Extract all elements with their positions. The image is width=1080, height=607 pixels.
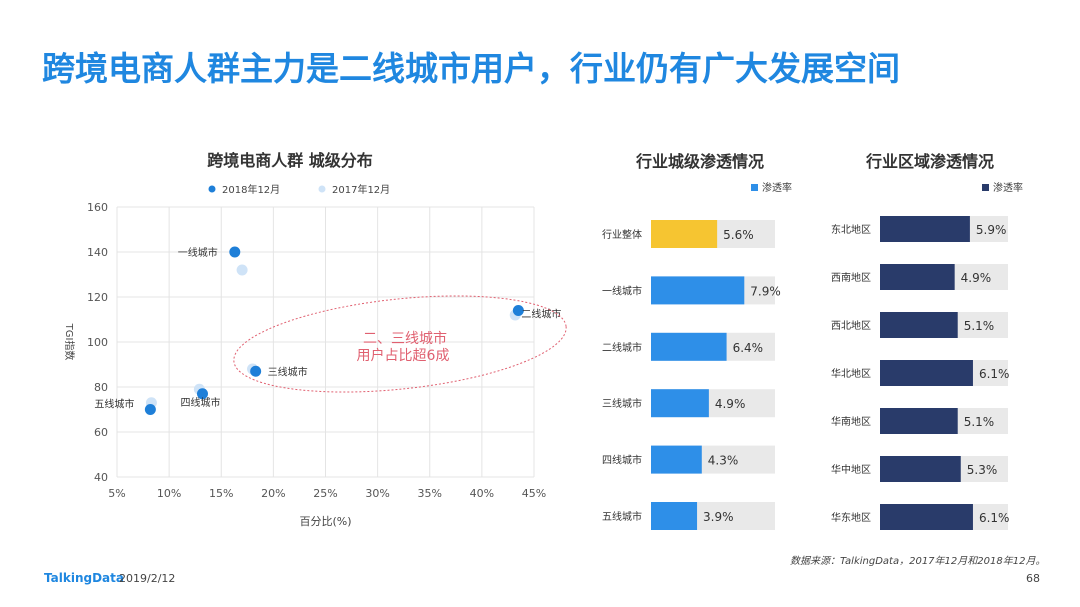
x-tick-label: 45% [522,487,546,500]
point-2018 [512,305,524,316]
legend-label: 渗透率 [762,181,792,194]
point-2018 [250,365,262,377]
legend-marker-2017 [318,185,326,193]
category-label: 三线城市 [602,397,642,410]
legend-marker-2018 [208,185,216,193]
footer-date: 2019/2/12 [119,572,176,585]
bar-value-label: 4.3% [708,454,739,468]
category-label: 行业整体 [602,228,642,241]
y-tick-label: 100 [87,336,108,349]
bar-value-label: 5.9% [976,223,1007,237]
page-number: 68 [1026,572,1040,585]
category-label: 东北地区 [831,223,871,236]
annotation-line1: 二、三线城市 [363,330,447,347]
point-label: 二线城市 [521,308,561,321]
x-tick-label: 25% [313,487,337,500]
bar [880,216,970,242]
y-tick-label: 140 [87,246,108,259]
bar [880,264,955,290]
point-2018 [196,388,208,400]
point-label: 一线城市 [178,246,218,259]
point-2018 [144,404,156,415]
bar [880,360,973,386]
x-axis-title: 百分比(%) [299,515,351,528]
bar [880,312,958,338]
bar-value-label: 5.6% [723,228,754,242]
y-tick-label: 80 [94,381,108,394]
bar [880,504,973,530]
point-label: 四线城市 [180,396,220,409]
talkingdata-logo: TalkingData [44,571,124,585]
category-label: 西南地区 [831,271,871,284]
bar [880,408,958,434]
bar-value-label: 4.9% [715,397,746,411]
region-bar-title: 行业区域渗透情况 [865,152,994,171]
x-tick-label: 40% [470,487,494,500]
page-title: 跨境电商人群主力是二线城市用户，行业仍有广大发展空间 [42,49,900,88]
point-label: 五线城市 [94,398,134,411]
y-axis-title: TGI指数 [63,323,76,361]
x-tick-label: 20% [261,487,285,500]
x-tick-label: 10% [157,487,181,500]
bar-value-label: 5.3% [967,463,998,477]
bar-value-label: 3.9% [703,510,734,524]
x-tick-label: 30% [365,487,389,500]
point-2018 [229,246,241,258]
bar-value-label: 6.1% [979,511,1010,525]
bar-value-label: 6.4% [733,341,764,355]
category-label: 四线城市 [602,454,642,467]
y-tick-label: 40 [94,471,108,484]
legend-label-2018: 2018年12月 [222,183,280,196]
bar [651,220,718,248]
bar [651,332,727,361]
bar [651,276,745,305]
bar [651,445,702,474]
category-label: 一线城市 [602,284,642,297]
legend-marker [751,184,758,191]
category-label: 西北地区 [831,319,871,332]
category-label: 华中地区 [831,463,871,476]
bar-value-label: 7.9% [750,284,781,298]
category-label: 华东地区 [831,511,871,524]
x-tick-label: 15% [209,487,233,500]
scatter-title: 跨境电商人群 城级分布 [207,151,373,170]
x-tick-label: 35% [418,487,442,500]
point-label: 三线城市 [268,365,308,378]
y-tick-label: 160 [87,201,108,214]
category-label: 华南地区 [831,415,871,428]
bar [880,456,961,482]
bar-value-label: 4.9% [961,271,992,285]
bar-value-label: 5.1% [964,415,995,429]
legend-marker [982,184,989,191]
bar [651,502,698,530]
legend-label: 渗透率 [993,181,1023,194]
legend-label-2017: 2017年12月 [332,183,390,196]
bar [651,389,709,418]
annotation-line2: 用户占比超6成 [357,347,450,364]
point-2017 [236,264,248,276]
city-bar-title: 行业城级渗透情况 [635,152,764,171]
category-label: 五线城市 [602,510,642,523]
x-tick-label: 5% [108,487,125,500]
y-tick-label: 120 [87,291,108,304]
bar-value-label: 6.1% [979,367,1010,381]
category-label: 华北地区 [831,367,871,380]
y-tick-label: 60 [94,426,108,439]
bar-value-label: 5.1% [964,319,995,333]
category-label: 二线城市 [602,341,642,354]
data-source-note: 数据来源：TalkingData，2017年12月和2018年12月。 [790,556,1046,567]
